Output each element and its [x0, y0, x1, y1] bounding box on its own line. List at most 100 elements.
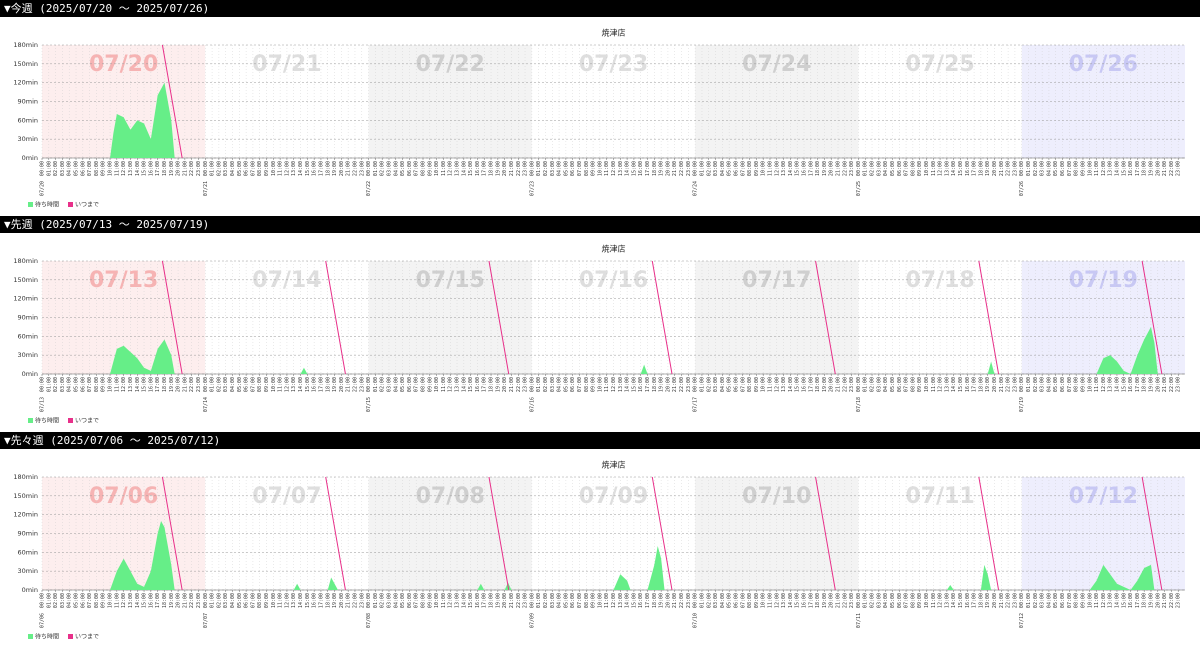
x-tick-label: 10:00	[1087, 593, 1093, 608]
x-tick-label: 04:00	[557, 161, 563, 176]
x-tick-label: 14:00	[951, 377, 957, 392]
legend-swatch	[28, 634, 33, 639]
x-tick-label: 13:00	[128, 593, 134, 608]
x-tick-label: 20:00	[502, 377, 508, 392]
x-tick-label: 04:00	[557, 593, 563, 608]
x-tick-label: 22:00	[352, 161, 358, 176]
x-tick-label: 15:00	[958, 377, 964, 392]
legend-label: 待ち時間	[35, 633, 59, 641]
x-tick-label: 04:00	[720, 377, 726, 392]
x-tick-label: 05:00	[74, 161, 80, 176]
x-tick-label: 14:00	[1114, 377, 1120, 392]
day-label: 07/11	[905, 484, 974, 509]
x-tick-label: 08:00	[94, 377, 100, 392]
x-date-label: 07/17	[693, 397, 699, 412]
x-tick-label: 17:00	[972, 377, 978, 392]
x-tick-label: 11:00	[441, 161, 447, 176]
x-tick-label: 11:00	[604, 161, 610, 176]
x-tick-label: 14:00	[788, 377, 794, 392]
x-tick-label: 04:00	[720, 161, 726, 176]
x-tick-label: 06:00	[80, 377, 86, 392]
x-tick-label: 07:00	[1067, 593, 1073, 608]
x-tick-label: 03:00	[876, 161, 882, 176]
x-tick-label: 17:00	[482, 377, 488, 392]
x-tick-label: 12:00	[448, 377, 454, 392]
day-label: 07/12	[1069, 484, 1138, 509]
x-tick-label: 17:00	[318, 593, 324, 608]
x-tick-label: 01:00	[210, 377, 216, 392]
chart-title: 焼津店	[602, 460, 626, 470]
x-date-label: 07/20	[40, 181, 46, 196]
x-tick-label: 21:00	[672, 161, 678, 176]
x-tick-label: 13:00	[1108, 161, 1114, 176]
x-tick-label: 01:00	[1026, 377, 1032, 392]
x-tick-label: 13:00	[128, 377, 134, 392]
x-tick-label: 15:00	[468, 593, 474, 608]
x-tick-label: 23:00	[1012, 593, 1018, 608]
x-tick-label: 21:00	[346, 377, 352, 392]
x-tick-label: 18:00	[652, 593, 658, 608]
x-tick-label: 00:00	[1019, 377, 1025, 392]
day-label: 07/18	[905, 268, 974, 293]
x-tick-label: 11:00	[1094, 377, 1100, 392]
y-tick-label: 180min	[13, 41, 38, 49]
x-tick-label: 07:00	[414, 377, 420, 392]
x-tick-label: 00:00	[203, 377, 209, 392]
y-tick-label: 180min	[13, 257, 38, 265]
x-tick-label: 23:00	[359, 593, 365, 608]
x-tick-label: 00:00	[366, 161, 372, 176]
x-tick-label: 18:00	[1142, 377, 1148, 392]
x-tick-label: 12:00	[611, 377, 617, 392]
x-tick-label: 03:00	[1040, 593, 1046, 608]
x-tick-label: 08:00	[421, 593, 427, 608]
x-tick-label: 11:00	[1094, 161, 1100, 176]
x-tick-label: 04:00	[230, 161, 236, 176]
x-tick-label: 09:00	[427, 593, 433, 608]
x-tick-label: 05:00	[890, 593, 896, 608]
x-tick-label: 21:00	[836, 593, 842, 608]
x-tick-label: 19:00	[822, 161, 828, 176]
x-tick-label: 21:00	[1162, 593, 1168, 608]
x-tick-label: 13:00	[618, 377, 624, 392]
x-tick-label: 20:00	[992, 377, 998, 392]
x-date-label: 07/26	[1019, 181, 1025, 196]
x-tick-label: 15:00	[631, 377, 637, 392]
x-tick-label: 01:00	[46, 593, 52, 608]
x-tick-label: 15:00	[305, 377, 311, 392]
x-tick-label: 09:00	[917, 161, 923, 176]
x-tick-label: 00:00	[40, 377, 46, 392]
x-tick-label: 18:00	[325, 377, 331, 392]
day-label: 07/13	[89, 268, 158, 293]
y-tick-label: 60min	[17, 548, 38, 556]
x-tick-label: 20:00	[665, 161, 671, 176]
x-tick-label: 19:00	[495, 161, 501, 176]
x-tick-label: 14:00	[625, 377, 631, 392]
y-tick-label: 90min	[17, 314, 38, 322]
x-tick-label: 22:00	[352, 593, 358, 608]
x-tick-label: 00:00	[1019, 161, 1025, 176]
x-tick-label: 15:00	[468, 377, 474, 392]
x-tick-label: 06:00	[244, 593, 250, 608]
x-tick-label: 12:00	[611, 161, 617, 176]
x-tick-label: 15:00	[142, 161, 148, 176]
x-tick-label: 19:00	[332, 161, 338, 176]
x-tick-label: 08:00	[257, 593, 263, 608]
x-tick-label: 18:00	[815, 593, 821, 608]
x-tick-label: 00:00	[856, 593, 862, 608]
x-tick-label: 04:00	[883, 593, 889, 608]
y-tick-label: 150min	[13, 60, 38, 68]
x-tick-label: 03:00	[223, 161, 229, 176]
x-tick-label: 15:00	[305, 161, 311, 176]
x-tick-label: 21:00	[346, 161, 352, 176]
x-tick-label: 13:00	[291, 377, 297, 392]
x-tick-label: 21:00	[672, 377, 678, 392]
x-tick-label: 20:00	[502, 161, 508, 176]
x-tick-label: 19:00	[985, 377, 991, 392]
x-tick-label: 09:00	[917, 593, 923, 608]
x-date-label: 07/21	[203, 181, 209, 196]
x-tick-label: 00:00	[693, 593, 699, 608]
legend-label: 待ち時間	[35, 417, 59, 425]
x-tick-label: 07:00	[740, 161, 746, 176]
x-tick-label: 20:00	[992, 593, 998, 608]
x-tick-label: 16:00	[1128, 377, 1134, 392]
